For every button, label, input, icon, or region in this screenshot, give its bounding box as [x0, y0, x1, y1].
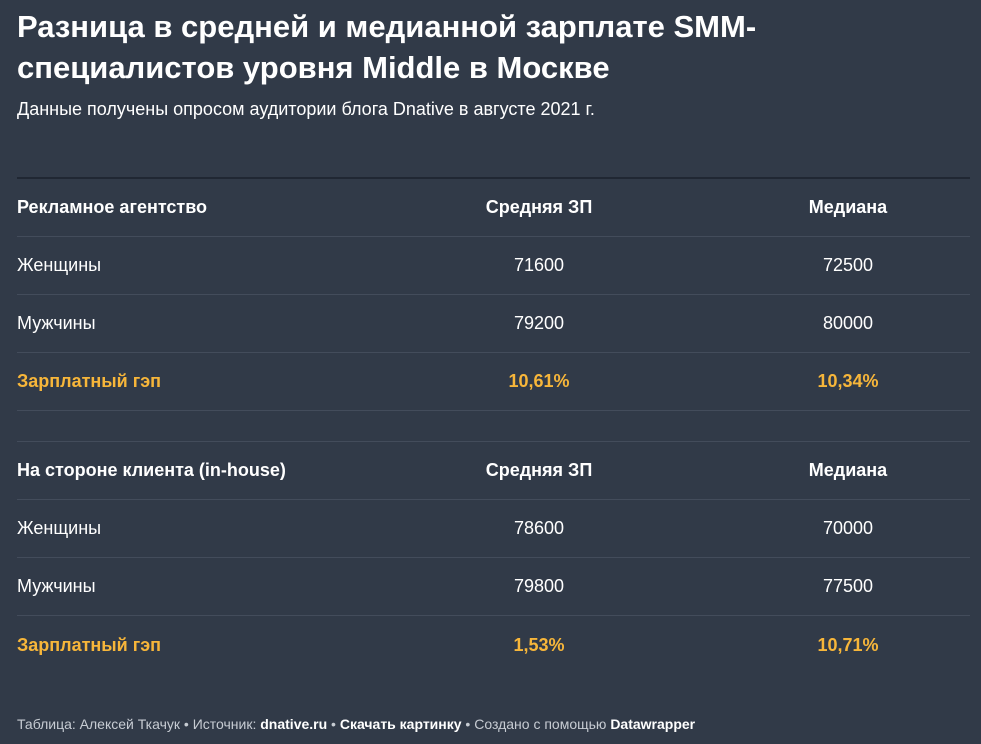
salary-gap-row-cell-0: Зарплатный гэп — [17, 371, 162, 391]
table-header-row-cell-1: Средняя ЗП — [485, 197, 593, 217]
download-image-link[interactable]: Скачать картинку — [339, 716, 462, 732]
salary-gap-row-cell-1: 1,53% — [513, 634, 565, 655]
salary-table: Рекламное агентство Средняя ЗП Медиана Женщ… — [17, 177, 970, 674]
table-row-cell-0: Мужчины — [17, 576, 96, 596]
table-row-cell-1: 71600 — [513, 255, 565, 275]
footer-created-with: • Создано с помощью — [461, 716, 611, 732]
table-header-row-cell-1: Средняя ЗП — [485, 460, 593, 480]
table-row-cell-2: 72500 — [822, 255, 874, 275]
table-row-cell-0: Женщины — [17, 518, 102, 538]
table-header-row-cell-0: На стороне клиента (in-house) — [17, 460, 286, 480]
salary-gap-row-cell-2: 10,71% — [817, 634, 879, 655]
salary-gap-row: Зарплатный гэп 1,53% 10,71% — [17, 616, 970, 674]
table-header-row: На стороне клиента (in-house) Средняя ЗП М… — [17, 442, 970, 500]
source-link[interactable]: dnative.ru — [260, 716, 328, 732]
footer-credit: Таблица: Алексей Ткачук • Источник: — [17, 716, 261, 732]
salary-gap-row-cell-0: Зарплатный гэп — [17, 634, 162, 655]
salary-gap-row-cell-1: 10,61% — [508, 371, 570, 391]
table-header-row: Рекламное агентство Средняя ЗП Медиана — [17, 179, 970, 237]
footer: Таблица: Алексей Ткачук • Источник: dnat… — [17, 714, 695, 734]
table-row: Женщины 71600 72500 — [17, 237, 970, 295]
table-row-cell-2: 80000 — [822, 313, 874, 333]
salary-gap-row-cell-2: 10,34% — [817, 371, 879, 391]
chart-subtitle: Данные получены опросом аудитории блога … — [17, 99, 595, 119]
section-spacer — [17, 411, 970, 442]
table-row-cell-0: Женщины — [17, 255, 102, 275]
table-header-row-cell-2: Медиана — [808, 460, 888, 480]
table-row-cell-1: 79800 — [513, 576, 565, 596]
table-header-row-cell-0: Рекламное агентство — [17, 197, 208, 217]
table-row-cell-2: 70000 — [822, 518, 874, 538]
table-row: Женщины 78600 70000 — [17, 500, 970, 558]
table-row-cell-0: Мужчины — [17, 313, 96, 333]
table-header-row-cell-2: Медиана — [808, 197, 888, 217]
footer-separator: • — [327, 716, 340, 732]
table-row: Мужчины 79800 77500 — [17, 558, 970, 616]
salary-gap-row: Зарплатный гэп 10,61% 10,34% — [17, 353, 970, 411]
table-row: Мужчины 79200 80000 — [17, 295, 970, 353]
table-row-cell-1: 79200 — [513, 313, 565, 333]
table-row-cell-2: 77500 — [822, 576, 874, 596]
datawrapper-link[interactable]: Datawrapper — [610, 716, 696, 732]
table-row-cell-1: 78600 — [513, 518, 565, 538]
chart-title: Разница в средней и медианной зарплате S… — [17, 9, 757, 85]
